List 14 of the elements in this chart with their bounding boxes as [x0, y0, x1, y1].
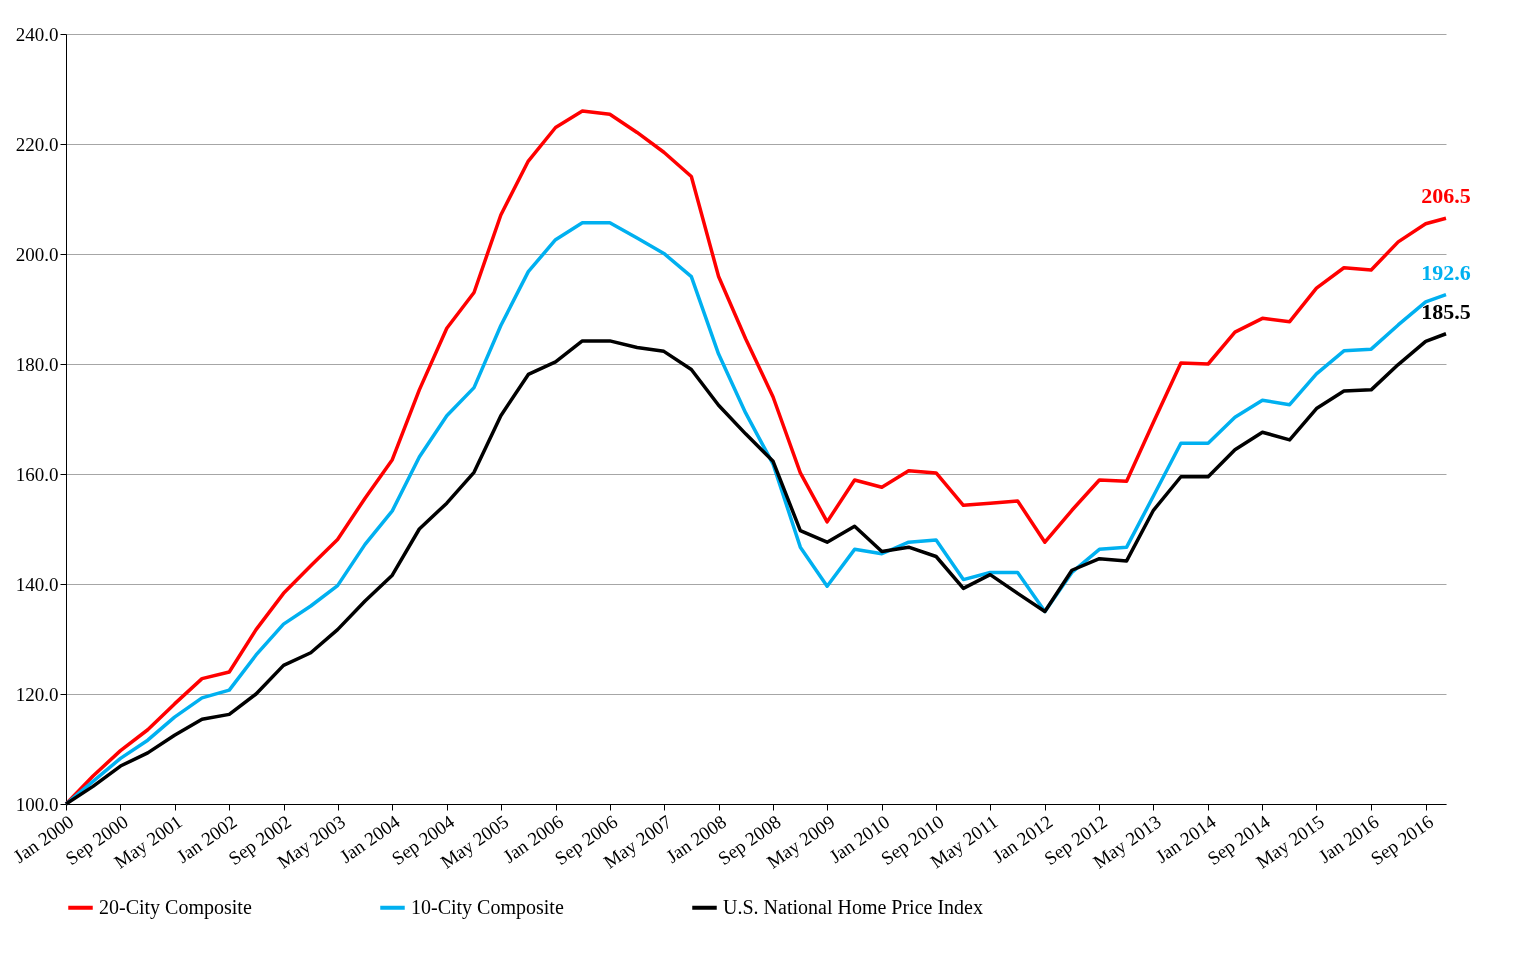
legend-label: 20-City Composite — [99, 895, 252, 919]
legend-label: 10-City Composite — [411, 895, 564, 919]
y-tick-label: 100.0 — [15, 793, 59, 815]
data-label: 192.6 — [1421, 259, 1471, 285]
data-label: 185.5 — [1421, 298, 1471, 324]
y-tick-label: 240.0 — [15, 23, 59, 45]
legend-label: U.S. National Home Price Index — [723, 895, 983, 918]
y-tick-label: 140.0 — [15, 573, 59, 595]
y-tick-label: 200.0 — [15, 243, 59, 265]
data-label: 206.5 — [1421, 183, 1471, 209]
y-tick-label: 220.0 — [15, 133, 59, 155]
y-tick-label: 120.0 — [15, 683, 59, 705]
y-tick-label: 180.0 — [15, 353, 59, 375]
y-tick-label: 160.0 — [15, 463, 59, 485]
